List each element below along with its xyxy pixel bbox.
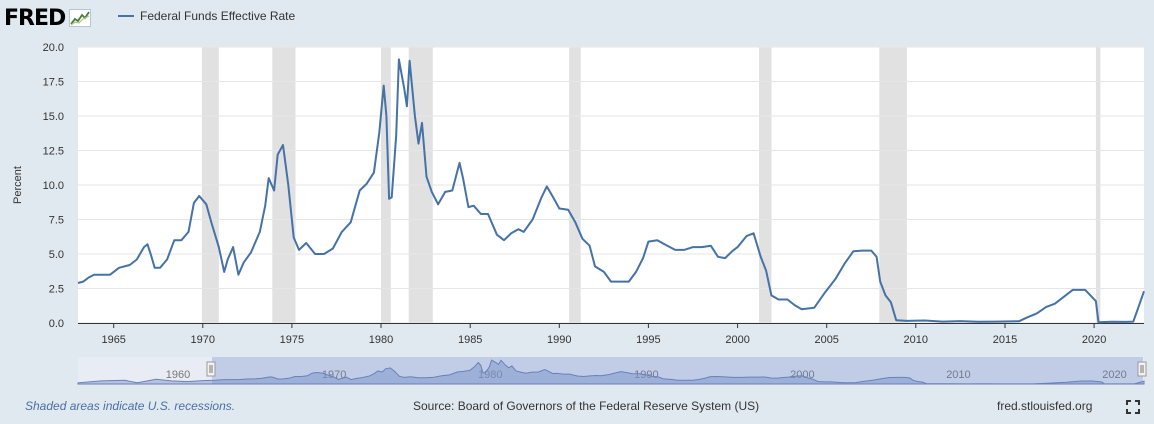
recession-note: Shaded areas indicate U.S. recessions. — [25, 399, 236, 413]
fred-logo-text: FRED — [4, 5, 66, 31]
x-tick-label: 2005 — [814, 334, 838, 346]
navigator-series-area — [77, 359, 1145, 385]
x-tick-label: 1970 — [191, 334, 215, 346]
navigator-year-label: 1960 — [166, 369, 190, 381]
x-tick-label: 1985 — [458, 334, 482, 346]
x-tick-label: 1965 — [101, 334, 125, 346]
navigator-left-handle[interactable] — [206, 361, 216, 377]
navigator-year-label: 2010 — [946, 369, 970, 381]
x-tick-label: 1980 — [369, 334, 393, 346]
series-line-fed-funds-rate — [77, 58, 1145, 324]
navigator-year-label: 2020 — [1102, 369, 1126, 381]
site-link[interactable]: fred.stlouisfed.org — [997, 399, 1093, 413]
source-text: Source: Board of Governors of the Federa… — [413, 399, 760, 413]
y-tick-label: 0.0 — [49, 318, 64, 330]
fullscreen-icon[interactable] — [1126, 400, 1140, 414]
x-tick-label: 1990 — [547, 334, 571, 346]
fred-logo[interactable]: FRED — [4, 5, 92, 31]
range-navigator[interactable]: 1960197019801990200020102020 — [77, 357, 1147, 385]
y-tick-labels: 0.0 2.5 5.0 7.5 10.0 12.5 15.0 17.5 20.0 — [43, 42, 64, 330]
x-tick-label: 2000 — [725, 334, 749, 346]
y-tick-label: 5.0 — [49, 249, 64, 261]
legend-swatch — [118, 15, 134, 17]
chart-legend[interactable]: Federal Funds Effective Rate — [118, 9, 295, 23]
y-tick-label: 10.0 — [43, 180, 64, 192]
y-tick-label: 17.5 — [43, 77, 64, 89]
line-chart-icon — [69, 9, 92, 27]
legend-label: Federal Funds Effective Rate — [140, 9, 296, 23]
navigator-right-handle[interactable] — [1137, 361, 1147, 377]
y-tick-label: 2.5 — [49, 284, 64, 296]
x-tick-label: 2020 — [1082, 334, 1106, 346]
y-tick-label: 12.5 — [43, 146, 64, 158]
y-axis-label: Percent — [12, 166, 24, 204]
y-tick-label: 7.5 — [49, 215, 64, 227]
y-tick-label: 20.0 — [43, 42, 64, 54]
line-chart: 0.0 2.5 5.0 7.5 10.0 12.5 15.0 17.5 20.0 1965 197… — [12, 42, 1147, 385]
gridlines — [78, 46, 1144, 324]
x-tick-labels: 1965 1970 1975 1980 1985 1990 1995 2000 2005 2010… — [78, 323, 1144, 346]
x-tick-label: 1995 — [636, 334, 660, 346]
x-tick-label: 1975 — [280, 334, 304, 346]
x-tick-label: 2010 — [904, 334, 928, 346]
navigator-selection[interactable] — [212, 357, 1143, 384]
y-tick-label: 15.0 — [43, 111, 64, 123]
x-tick-label: 2015 — [993, 334, 1017, 346]
